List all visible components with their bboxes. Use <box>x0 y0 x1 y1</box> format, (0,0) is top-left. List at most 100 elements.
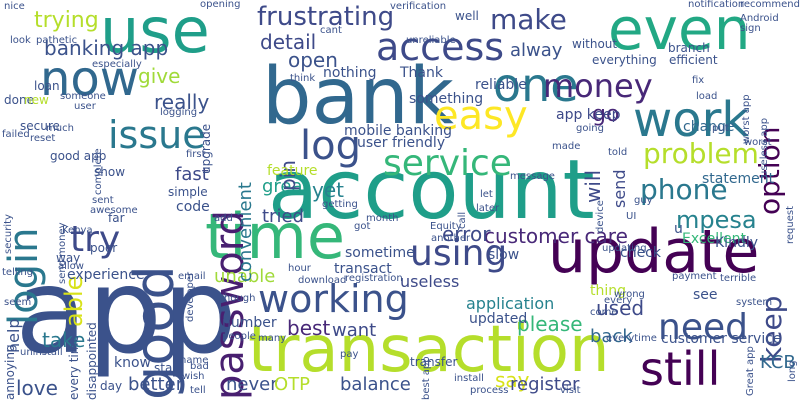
word: register <box>510 374 580 395</box>
word: fix <box>692 75 705 86</box>
word: star <box>154 361 178 375</box>
word: banking app <box>44 36 169 60</box>
word: even <box>608 0 751 63</box>
word: code <box>176 199 210 215</box>
word: worst <box>744 137 772 148</box>
word: registration <box>345 273 403 284</box>
word: think <box>290 73 316 84</box>
word: unreliable <box>406 35 456 46</box>
word: feature <box>267 163 318 179</box>
word: better <box>128 374 184 395</box>
word: branch <box>668 41 710 55</box>
word: sign <box>740 23 761 34</box>
word: great <box>262 176 310 197</box>
word: change <box>683 119 735 135</box>
word: log <box>300 123 361 169</box>
word: nice <box>4 1 25 12</box>
word: UI <box>626 211 637 222</box>
word: everything <box>592 53 657 67</box>
word: access <box>376 25 505 69</box>
word: got <box>354 221 371 232</box>
word: experience <box>67 267 145 283</box>
word: give <box>138 64 181 88</box>
word: useless <box>400 272 460 291</box>
word: app <box>15 242 238 380</box>
word: take <box>42 328 86 352</box>
word: need <box>658 307 748 348</box>
word: go <box>592 102 620 127</box>
word: best app <box>421 356 432 400</box>
word: trying <box>34 8 99 33</box>
word: alway <box>510 40 563 61</box>
word: number <box>222 315 277 331</box>
word: another <box>431 233 471 244</box>
word: come <box>590 307 618 318</box>
word: fast <box>175 164 209 185</box>
word: mobile banking <box>344 123 453 139</box>
word: bad <box>190 361 209 372</box>
word: time <box>205 200 346 273</box>
word: make <box>490 3 567 36</box>
word: uninstall <box>20 347 63 358</box>
word: best <box>287 316 331 340</box>
word: poor <box>90 241 118 255</box>
word: wish <box>182 371 205 382</box>
word: unable <box>214 266 276 287</box>
word: reliable <box>475 77 527 93</box>
word: payment <box>672 271 717 282</box>
word: going <box>576 123 604 134</box>
word: reset <box>30 133 56 144</box>
word: will <box>581 169 605 203</box>
word: email <box>178 271 206 282</box>
word: especially <box>92 59 142 70</box>
word: please <box>517 312 583 336</box>
word: pathetic <box>36 35 78 46</box>
word: day <box>100 379 123 393</box>
word: service <box>383 143 512 184</box>
word: every time <box>67 335 81 400</box>
word: people <box>222 331 256 342</box>
word: phone <box>640 173 728 206</box>
word: made <box>552 141 581 152</box>
word: now <box>40 51 140 107</box>
word: notification <box>688 0 745 10</box>
word: mpesa <box>676 206 757 234</box>
word: balance <box>340 374 411 395</box>
word: good app <box>50 149 107 163</box>
word: statement <box>702 171 775 187</box>
word: Thank <box>400 65 443 81</box>
word: tried <box>262 206 304 227</box>
word: telling <box>2 267 34 278</box>
word: much <box>46 123 74 134</box>
word: nothing <box>323 65 377 81</box>
word: send <box>610 169 629 208</box>
word: issue <box>108 113 206 157</box>
word: far <box>108 211 125 225</box>
word: getting <box>322 199 358 210</box>
word: account <box>268 143 595 238</box>
word: hour <box>288 263 311 274</box>
word: still <box>640 342 721 396</box>
word: Great app <box>745 346 756 396</box>
word: terrible <box>720 273 757 284</box>
word: developer <box>185 271 196 322</box>
word: message <box>510 171 555 182</box>
word: one <box>493 58 579 112</box>
word: love <box>16 376 58 400</box>
word: never <box>226 374 278 395</box>
word: logging <box>160 107 198 118</box>
word: KCB <box>760 352 796 373</box>
word: user friendly <box>357 135 446 151</box>
word: show <box>94 165 126 179</box>
word: without <box>572 37 618 51</box>
word: pay <box>340 349 359 360</box>
word: simple <box>168 185 208 199</box>
word: using <box>410 233 508 274</box>
word: failed <box>2 129 30 140</box>
word: long <box>787 360 798 382</box>
word: working <box>258 277 409 321</box>
word: look <box>10 35 31 46</box>
word: problem <box>643 137 759 170</box>
word: money <box>543 67 653 105</box>
